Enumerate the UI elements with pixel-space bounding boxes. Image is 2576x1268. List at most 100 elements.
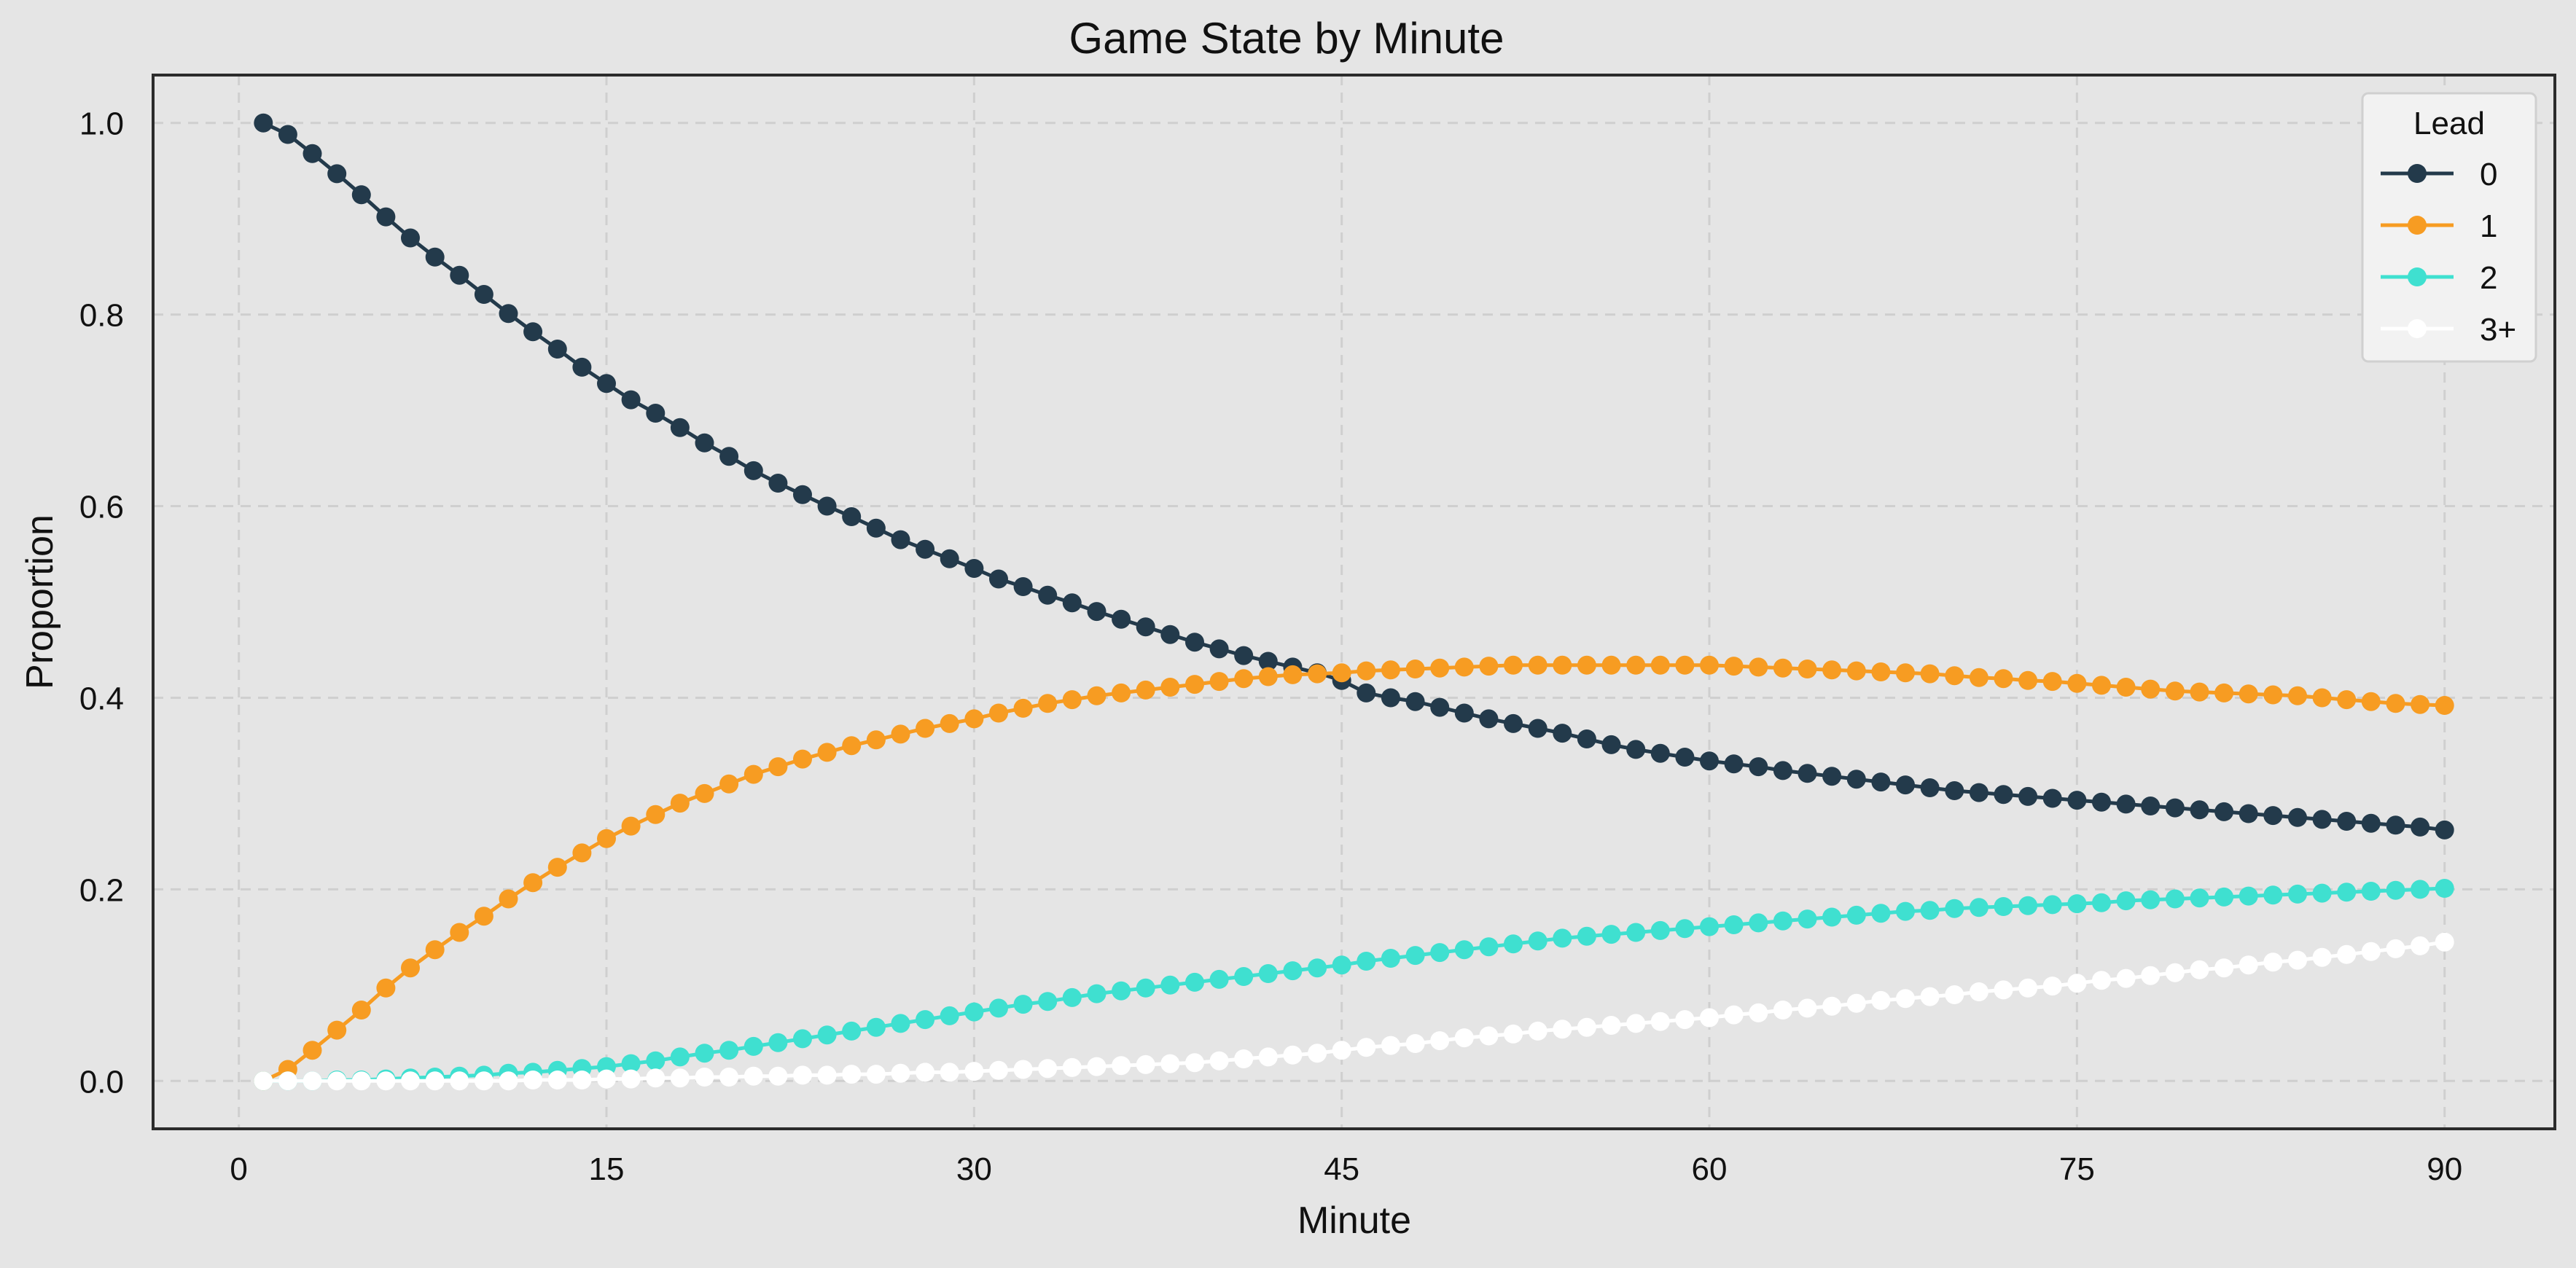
data-point: [1920, 901, 1940, 920]
y-tick-label: 0.8: [79, 298, 124, 334]
data-point: [1209, 672, 1229, 692]
data-point: [303, 144, 322, 163]
data-point: [1749, 1003, 1768, 1022]
data-point: [842, 507, 862, 526]
data-point: [1601, 655, 1621, 675]
data-point: [1846, 993, 1866, 1013]
data-point: [2386, 694, 2405, 713]
data-point: [2411, 880, 2430, 899]
data-point: [547, 1071, 567, 1089]
data-point: [1749, 757, 1768, 777]
data-point: [1038, 992, 1058, 1011]
data-point: [866, 1017, 886, 1037]
data-point: [1528, 1021, 1547, 1041]
data-point: [866, 518, 886, 538]
gridlines: [153, 75, 2555, 1129]
data-point: [1871, 772, 1891, 792]
data-point: [1381, 688, 1400, 708]
data-point: [1846, 661, 1866, 681]
data-point: [1332, 955, 1351, 975]
data-point: [2288, 950, 2307, 970]
data-point: [2141, 797, 2161, 815]
data-point: [1553, 1020, 1572, 1039]
data-point: [719, 447, 739, 466]
data-point: [1969, 982, 1988, 1001]
data-point: [2263, 806, 2283, 826]
data-point: [695, 783, 714, 803]
data-point: [523, 1071, 543, 1089]
x-tick-label: 30: [956, 1151, 992, 1187]
x-tick-label: 60: [1692, 1151, 1728, 1187]
data-point: [401, 1071, 420, 1091]
data-point: [1454, 1028, 1474, 1048]
series-layer: [254, 113, 2454, 1091]
data-point: [1553, 724, 1572, 743]
data-point: [1234, 967, 1254, 986]
data-point: [891, 724, 910, 744]
data-point: [401, 228, 420, 248]
data-point: [1846, 905, 1866, 925]
data-point: [670, 794, 690, 813]
data-point: [1087, 1057, 1106, 1076]
data-point: [1945, 666, 1964, 686]
data-point: [2386, 815, 2405, 835]
data-point: [2116, 794, 2136, 814]
data-point: [425, 940, 445, 960]
data-point: [1454, 940, 1474, 960]
data-point: [2067, 974, 2087, 993]
data-point: [1479, 657, 1499, 676]
data-point: [1308, 664, 1327, 684]
x-tick-label: 90: [2427, 1151, 2462, 1187]
data-point: [2386, 880, 2405, 900]
data-point: [1405, 660, 1425, 678]
data-point: [989, 1060, 1008, 1080]
legend-label: 0: [2480, 157, 2497, 192]
y-axis-label: Proportion: [19, 514, 61, 689]
data-point: [2214, 887, 2234, 907]
data-point: [597, 1069, 616, 1089]
data-point: [1234, 669, 1254, 689]
data-point: [327, 1071, 347, 1091]
data-point: [2435, 820, 2454, 840]
x-axis-ticks: 0 15 30 45 60 75 90: [230, 1151, 2462, 1187]
data-point: [621, 390, 641, 410]
data-point: [327, 1020, 347, 1040]
data-point: [1087, 984, 1106, 1003]
data-point: [1038, 694, 1058, 713]
data-point: [2116, 968, 2136, 988]
data-point: [743, 1036, 763, 1056]
legend-items: 0 1 2 3+: [2381, 157, 2516, 348]
data-point: [1601, 1016, 1621, 1035]
data-point: [1553, 655, 1572, 675]
data-point: [1209, 639, 1229, 659]
data-point: [1381, 1036, 1400, 1055]
data-point: [1650, 1011, 1670, 1031]
data-point: [2386, 939, 2405, 958]
data-point: [1504, 655, 1523, 675]
data-point: [768, 757, 788, 777]
data-point: [940, 713, 959, 733]
data-point: [2337, 882, 2357, 902]
data-point: [1283, 961, 1303, 981]
data-point: [1381, 660, 1400, 680]
data-point: [695, 1044, 714, 1063]
plot-frame: [152, 74, 2556, 1130]
data-point: [1969, 668, 1988, 687]
data-point: [646, 805, 666, 824]
data-point: [1283, 665, 1303, 684]
legend-marker: [2408, 216, 2427, 235]
data-point: [1136, 680, 1155, 700]
data-point: [964, 559, 984, 578]
data-point: [793, 1029, 812, 1049]
data-point: [1013, 1060, 1033, 1079]
data-point: [1994, 897, 2013, 916]
data-point: [376, 978, 396, 998]
data-point: [768, 1033, 788, 1052]
legend-marker: [2408, 319, 2427, 338]
data-point: [1430, 1031, 1450, 1051]
y-tick-label: 0.4: [79, 681, 124, 716]
data-point: [1504, 1024, 1523, 1044]
data-point: [450, 265, 469, 285]
data-point: [1013, 698, 1033, 718]
